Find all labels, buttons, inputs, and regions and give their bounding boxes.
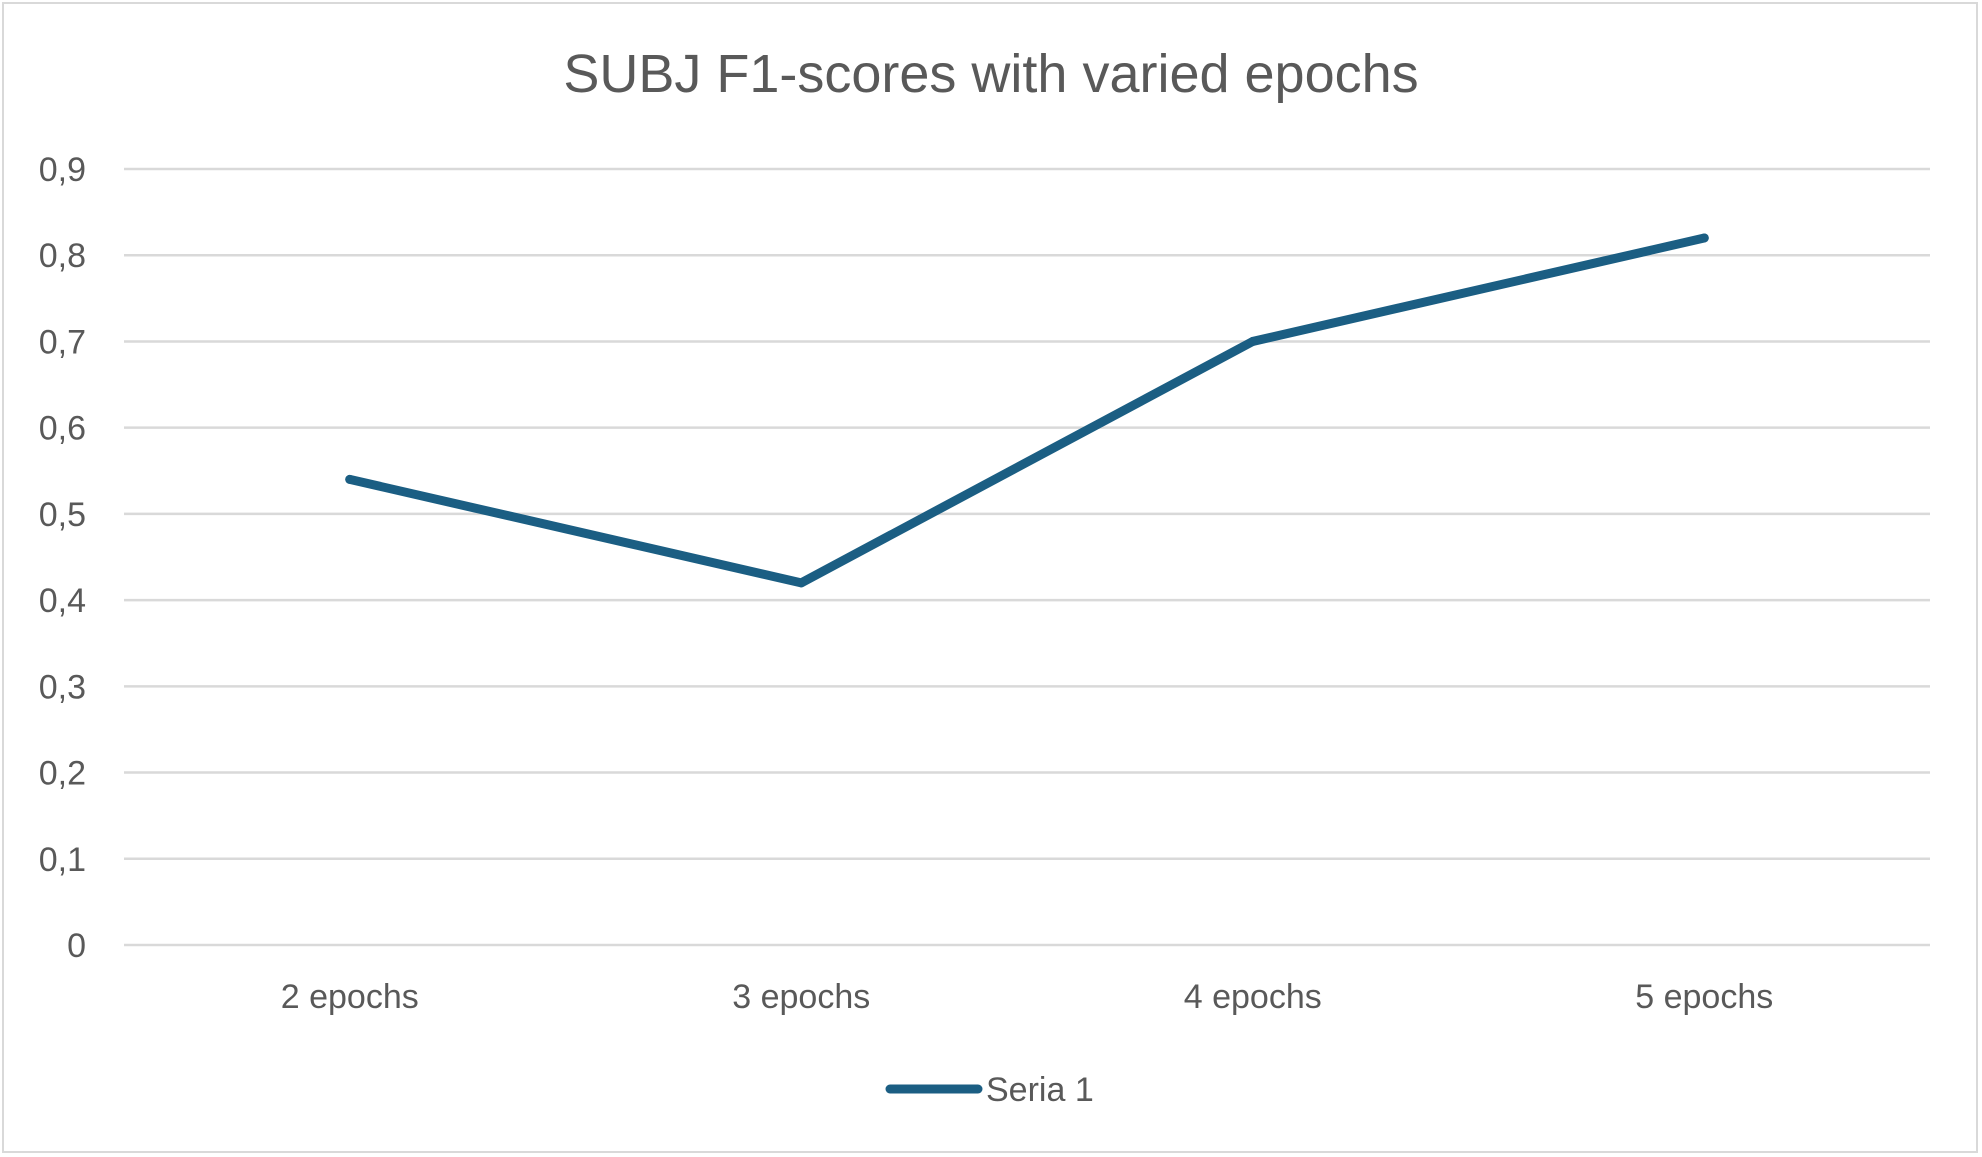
chart-title: SUBJ F1-scores with varied epochs xyxy=(563,44,1418,104)
x-tick-label: 2 epochs xyxy=(281,978,419,1016)
data-point xyxy=(796,578,806,588)
series-line-0 xyxy=(345,233,1709,588)
x-axis-tick-labels: 2 epochs 3 epochs 4 epochs 5 epochs xyxy=(281,978,1774,1016)
y-tick-label: 0,1 xyxy=(39,841,86,879)
y-tick-label: 0,3 xyxy=(39,668,86,706)
gridlines xyxy=(124,167,1930,947)
x-tick-label: 5 epochs xyxy=(1635,978,1773,1016)
y-tick-label: 0,7 xyxy=(39,323,86,361)
y-tick-label: 0 xyxy=(67,927,86,965)
y-tick-label: 0,2 xyxy=(39,755,86,793)
data-point xyxy=(1699,233,1709,243)
y-axis-tick-labels: 0 0,1 0,2 0,3 0,4 0,5 0,6 0,7 0,8 0,9 xyxy=(39,151,86,965)
x-tick-label: 4 epochs xyxy=(1184,978,1322,1016)
x-tick-label: 3 epochs xyxy=(732,978,870,1016)
legend: Seria 1 xyxy=(885,1071,1094,1109)
y-tick-label: 0,5 xyxy=(39,496,86,534)
series-lines xyxy=(345,233,1709,588)
data-point xyxy=(1248,336,1258,346)
y-tick-label: 0,6 xyxy=(39,410,86,448)
y-tick-label: 0,8 xyxy=(39,237,86,275)
y-tick-label: 0,4 xyxy=(39,582,86,620)
legend-label-seria-1: Seria 1 xyxy=(986,1071,1094,1109)
y-tick-label: 0,9 xyxy=(39,151,86,189)
data-point xyxy=(345,474,355,484)
